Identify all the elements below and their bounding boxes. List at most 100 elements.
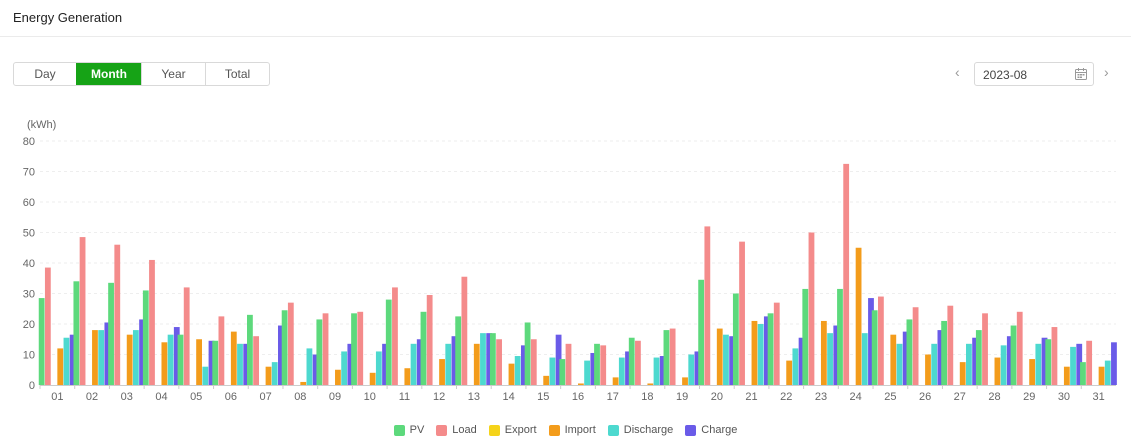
legend-label: Import [564, 424, 596, 436]
bar-load [496, 339, 502, 385]
bar-discharge [98, 330, 105, 385]
bar-discharge [341, 351, 348, 385]
calendar-icon [1075, 68, 1087, 80]
bar-load [79, 237, 86, 385]
bar-import [335, 369, 341, 385]
chevron-left-icon[interactable]: ‹ [955, 64, 960, 80]
bar-pv [455, 316, 462, 386]
energy-bar-chart: (kWh) 0 10 20 30 40 50 60 70 80 01 02 03 04 05 06 07 08 0… [23, 119, 1117, 403]
x-tick-label: 26 [919, 391, 931, 403]
x-tick-label: 12 [433, 391, 445, 403]
bar-load [877, 296, 884, 385]
bar-pv [73, 281, 80, 385]
date-value: 2023-08 [983, 68, 1028, 82]
tab-total[interactable]: Total [205, 63, 269, 85]
legend-label: Charge [701, 424, 738, 436]
bar-import [196, 339, 202, 385]
page-title: Energy Generation [13, 10, 123, 25]
legend-item-charge[interactable]: Charge [685, 424, 737, 436]
bar-load [947, 305, 954, 385]
bar-import [925, 354, 931, 385]
bar-charge [729, 336, 736, 385]
bar-charge [972, 337, 979, 385]
bar-charge [520, 345, 527, 385]
bar-load [392, 287, 398, 385]
bar-charge [937, 330, 944, 385]
bar-pv [38, 298, 45, 385]
x-tick-label: 25 [884, 391, 896, 403]
bar-charge [868, 298, 874, 385]
legend-item-import[interactable]: Import [548, 424, 596, 436]
bar-import [751, 320, 758, 385]
bar-pv [420, 311, 427, 385]
legend-item-pv[interactable]: PV [393, 424, 425, 436]
bar-load [426, 295, 433, 385]
tab-day[interactable]: Day [34, 67, 56, 81]
bar-pv [247, 314, 253, 385]
bar-pv [871, 310, 878, 385]
chevron-right-icon[interactable]: › [1104, 64, 1109, 80]
bar-pv [594, 343, 600, 385]
date-picker[interactable]: 2023-08 [974, 62, 1094, 86]
bar-import [612, 377, 619, 386]
legend-swatch [436, 424, 448, 436]
x-tick-label: 24 [850, 391, 862, 403]
x-tick-label: 19 [676, 391, 688, 403]
bar-discharge [792, 348, 799, 385]
bar-charge [69, 334, 76, 385]
legend-label: PV [409, 424, 425, 436]
bar-import [820, 320, 827, 385]
bar-discharge [827, 333, 833, 385]
bar-import [57, 348, 64, 385]
bar-load [704, 226, 711, 385]
bar-load [635, 340, 641, 385]
legend-swatch [488, 424, 500, 436]
header: Energy Generation [0, 0, 1131, 37]
legend-label: Discharge [623, 424, 674, 436]
bar-pv [698, 279, 705, 385]
bar-charge [555, 334, 562, 385]
legend-item-discharge[interactable]: Discharge [607, 424, 674, 436]
bar-pv [316, 319, 323, 385]
bar-discharge [757, 324, 764, 385]
bar-import [161, 342, 168, 385]
x-tick-label: 18 [641, 391, 653, 403]
bar-import [300, 381, 307, 385]
bar-pv [351, 313, 357, 385]
bar-discharge [653, 357, 660, 385]
x-tick-label: 01 [51, 391, 63, 403]
legend-item-export[interactable]: Export [488, 424, 537, 436]
x-tick-label: 16 [572, 391, 584, 403]
bar-load [1016, 311, 1023, 385]
bar-discharge [306, 348, 313, 385]
x-tick-label: 08 [294, 391, 306, 403]
bar-charge [173, 327, 180, 385]
bar-import [543, 375, 550, 385]
bar-import [404, 368, 411, 385]
bar-import [473, 343, 480, 385]
bar-discharge [723, 334, 729, 385]
bar-charge [416, 339, 423, 385]
tab-year[interactable]: Year [141, 63, 205, 85]
legend-item-load[interactable]: Load [436, 424, 477, 436]
bar-charge [382, 343, 388, 385]
x-tick-label: 03 [121, 391, 133, 403]
bar-import [92, 330, 98, 385]
x-tick-label: 15 [537, 391, 549, 403]
bar-import [890, 334, 897, 385]
bar-import [994, 357, 1001, 385]
y-tick-label: 40 [23, 258, 35, 270]
bar-import [647, 383, 654, 385]
tab-month[interactable]: Month [76, 63, 141, 85]
x-tick-label: 09 [329, 391, 341, 403]
bar-import [1029, 359, 1036, 385]
bar-discharge [202, 366, 209, 385]
bar-charge [1006, 336, 1013, 385]
bar-charge [694, 351, 701, 385]
bar-pv [837, 288, 843, 385]
bar-load [44, 267, 51, 385]
bar-import [439, 359, 445, 385]
bar-charge [486, 333, 493, 385]
unit-label: (kWh) [27, 119, 56, 131]
bar-discharge [618, 357, 625, 385]
